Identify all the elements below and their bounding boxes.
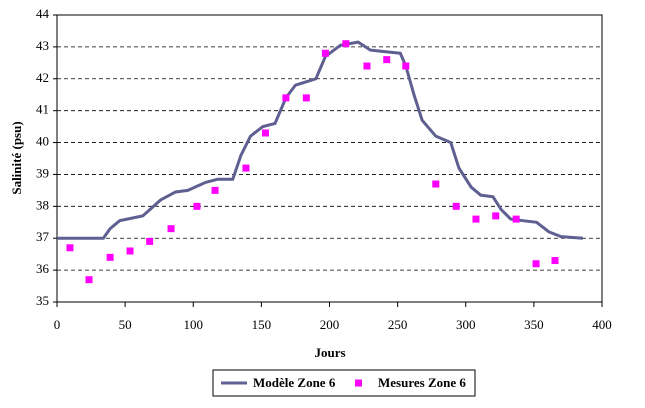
- marker: [492, 212, 500, 220]
- legend-box: [212, 369, 476, 397]
- x-tick-label: 50: [119, 317, 132, 332]
- marker: [551, 257, 559, 265]
- model-line: [57, 40, 584, 240]
- legend-label: Mesures Zone 6: [378, 375, 466, 390]
- x-tick-label: 200: [320, 317, 340, 332]
- marker: [452, 202, 460, 210]
- marker: [383, 56, 391, 64]
- marker: [106, 253, 114, 261]
- marker: [66, 244, 74, 252]
- y-axis-title: Salinité (psu): [9, 121, 24, 194]
- marker: [321, 49, 329, 57]
- y-tick-label: 44: [36, 6, 50, 21]
- marker: [242, 164, 250, 172]
- y-tick-label: 36: [36, 261, 50, 276]
- marker: [402, 62, 410, 70]
- marker: [282, 94, 290, 102]
- y-tick-label: 40: [36, 134, 49, 149]
- y-tick-label: 42: [36, 70, 49, 85]
- marker: [532, 260, 540, 268]
- marker: [302, 94, 310, 102]
- plot-frame: [56, 14, 603, 303]
- legend-swatch: [355, 379, 362, 387]
- marker: [342, 40, 350, 48]
- y-tick-label: 43: [36, 38, 49, 53]
- marker: [432, 180, 440, 188]
- marker: [363, 62, 371, 70]
- legend-label: Modèle Zone 6: [253, 375, 336, 390]
- x-tick-label: 0: [54, 317, 61, 332]
- marker: [261, 129, 269, 137]
- marker: [193, 202, 201, 210]
- y-tick-label: 38: [36, 197, 49, 212]
- x-tick-label: 350: [524, 317, 544, 332]
- marker: [512, 215, 520, 223]
- x-tick-label: 150: [252, 317, 272, 332]
- marker: [167, 225, 175, 233]
- y-tick-label: 35: [36, 293, 49, 308]
- x-axis-title: Jours: [314, 345, 345, 360]
- marker: [85, 276, 93, 284]
- x-tick-label: 300: [456, 317, 476, 332]
- marker: [472, 215, 480, 223]
- x-tick-label: 100: [184, 317, 204, 332]
- x-tick-label: 400: [592, 317, 612, 332]
- x-tick-label: 250: [388, 317, 408, 332]
- marker: [146, 237, 154, 245]
- y-tick-label: 41: [36, 102, 49, 117]
- marker: [211, 186, 219, 194]
- y-tick-label: 37: [36, 229, 50, 244]
- marker: [126, 247, 134, 255]
- y-tick-label: 39: [36, 165, 49, 180]
